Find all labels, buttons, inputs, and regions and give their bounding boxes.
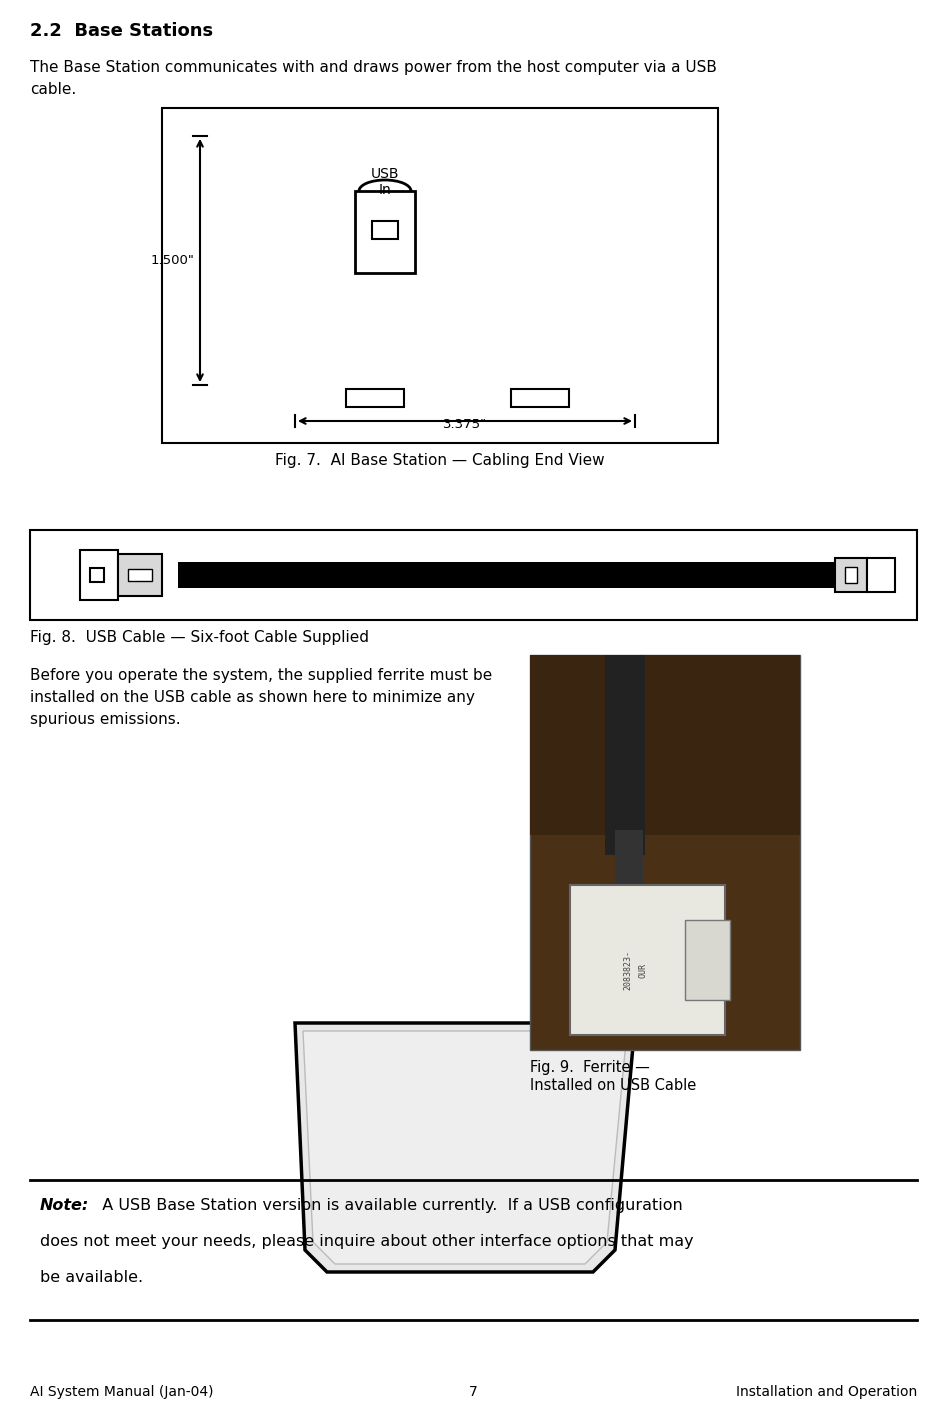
Text: be available.: be available.	[40, 1270, 143, 1286]
Text: Fig. 7.  AI Base Station — Cabling End View: Fig. 7. AI Base Station — Cabling End Vi…	[276, 453, 605, 467]
Text: Fig. 9.  Ferrite —: Fig. 9. Ferrite —	[530, 1060, 650, 1074]
Text: installed on the USB cable as shown here to minimize any: installed on the USB cable as shown here…	[30, 690, 474, 705]
Bar	[570, 886, 725, 1035]
Bar	[178, 562, 835, 589]
Text: AI System Manual (Jan-04): AI System Manual (Jan-04)	[30, 1385, 213, 1400]
Bar	[605, 655, 645, 855]
Text: Installed on USB Cable: Installed on USB Cable	[530, 1079, 696, 1093]
Text: does not meet your needs, please inquire about other interface options that may: does not meet your needs, please inquire…	[40, 1233, 693, 1249]
Bar	[128, 569, 152, 582]
Text: 7: 7	[469, 1385, 478, 1400]
Bar	[90, 567, 104, 582]
Bar	[162, 108, 718, 444]
Text: A USB Base Station version is available currently.  If a USB configuration: A USB Base Station version is available …	[92, 1198, 683, 1214]
Text: cable.: cable.	[30, 82, 77, 97]
Bar	[685, 919, 730, 1000]
Text: In: In	[379, 183, 391, 197]
Bar	[346, 389, 404, 407]
Text: USB: USB	[370, 168, 400, 182]
Bar	[80, 551, 118, 600]
Text: 2.2  Base Stations: 2.2 Base Stations	[30, 23, 213, 39]
Bar	[355, 191, 415, 273]
Text: Fig. 8.  USB Cable — Six-foot Cable Supplied: Fig. 8. USB Cable — Six-foot Cable Suppl…	[30, 629, 369, 645]
Polygon shape	[303, 1031, 627, 1264]
Text: Note:: Note:	[40, 1198, 89, 1214]
Text: Before you operate the system, the supplied ferrite must be: Before you operate the system, the suppl…	[30, 667, 492, 683]
Bar	[615, 829, 643, 1031]
Text: spurious emissions.: spurious emissions.	[30, 712, 181, 727]
Text: OUR: OUR	[638, 963, 647, 977]
Bar	[835, 558, 867, 591]
Polygon shape	[295, 1024, 635, 1271]
Text: Installation and Operation: Installation and Operation	[736, 1385, 917, 1400]
Text: 1.500": 1.500"	[151, 253, 194, 268]
Bar	[867, 558, 895, 591]
Bar	[530, 655, 800, 1050]
Text: The Base Station communicates with and draws power from the host computer via a : The Base Station communicates with and d…	[30, 61, 717, 75]
Bar	[372, 221, 398, 239]
Bar	[845, 567, 857, 583]
Bar	[511, 389, 569, 407]
Text: 2083823-: 2083823-	[623, 950, 632, 990]
Bar	[30, 529, 917, 620]
Bar	[118, 553, 162, 596]
Text: 3.375": 3.375"	[443, 418, 487, 431]
Bar	[530, 655, 800, 835]
